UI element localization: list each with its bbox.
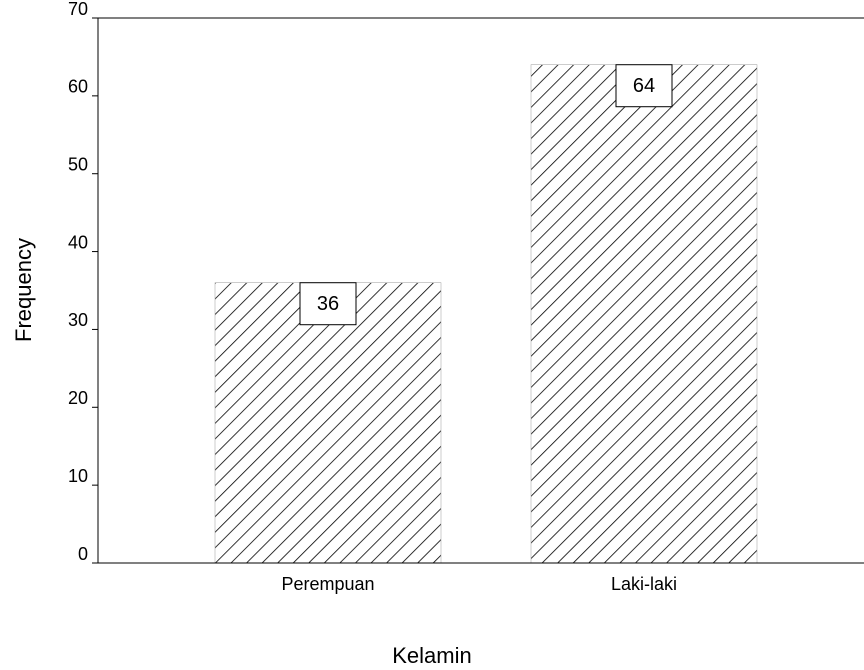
value-label: 36 (317, 293, 339, 315)
y-tick-label: 10 (68, 466, 88, 486)
y-tick-label: 30 (68, 310, 88, 330)
x-tick-label: Laki-laki (611, 574, 677, 594)
value-label-box (615, 64, 673, 108)
y-tick-label: 0 (78, 544, 88, 564)
y-tick-label: 20 (68, 388, 88, 408)
y-tick-label: 60 (68, 77, 88, 97)
x-tick-label: Perempuan (281, 574, 374, 594)
y-tick-label: 70 (68, 0, 88, 19)
value-label: 64 (633, 75, 655, 97)
bar (530, 64, 758, 564)
y-axis-label: Frequency (11, 238, 36, 342)
y-tick-label: 50 (68, 154, 88, 174)
value-label-box (299, 282, 357, 326)
y-tick-label: 40 (68, 232, 88, 252)
x-axis-label: Kelamin (392, 643, 471, 668)
bar (214, 282, 442, 564)
